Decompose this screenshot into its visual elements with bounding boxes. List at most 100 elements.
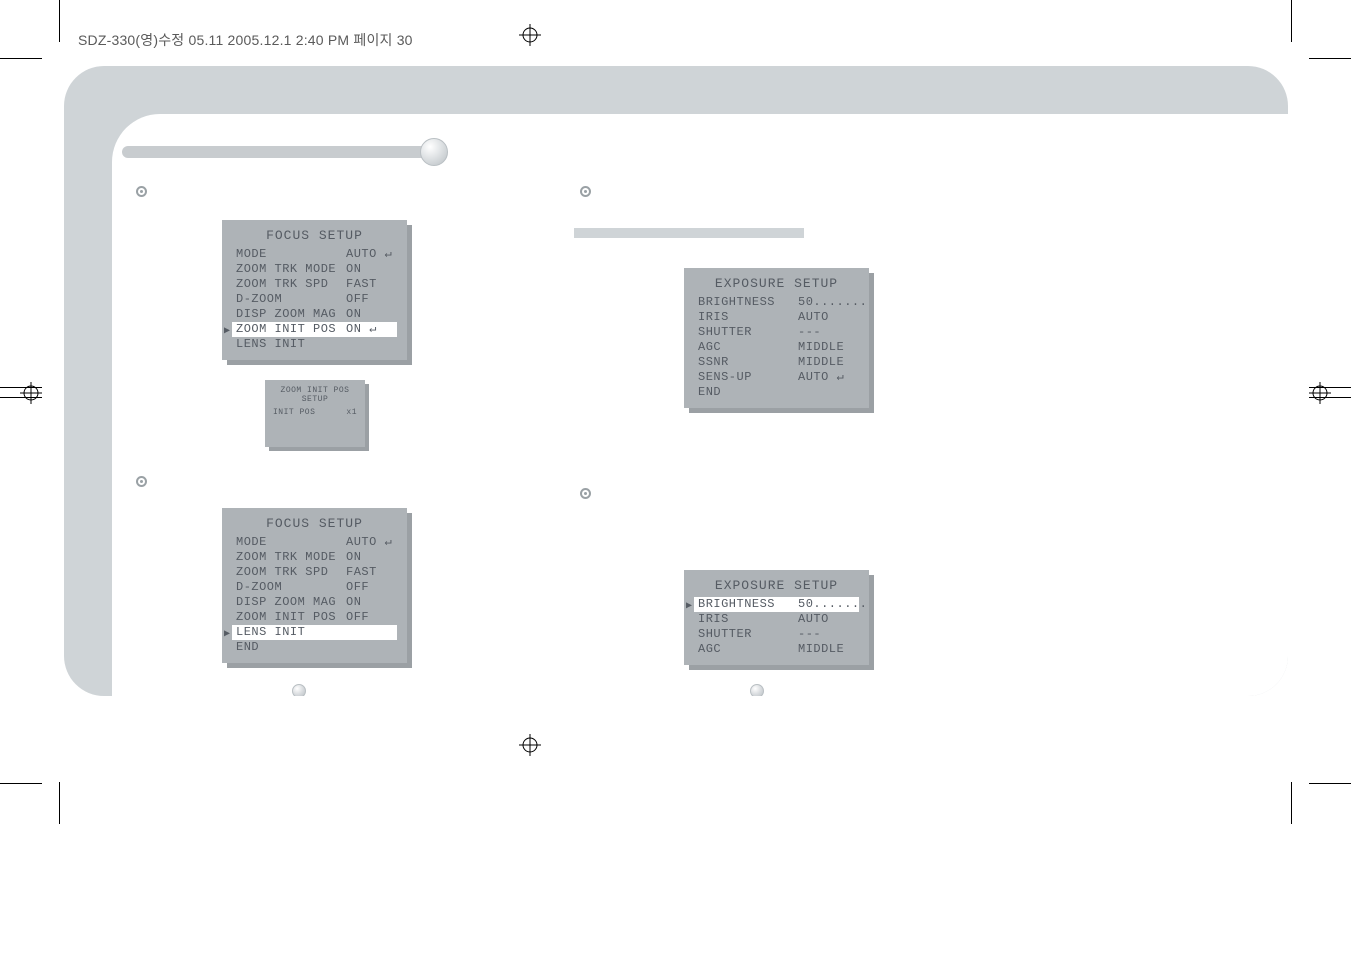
caret-right-icon: ▶ (224, 627, 231, 642)
osd-row[interactable]: MODEAUTO ↵ (232, 535, 397, 550)
panel-title: ZOOM INIT POS SETUP (273, 386, 357, 408)
osd-label: ZOOM INIT POS (236, 322, 346, 337)
osd-row[interactable]: LENS INIT (232, 337, 397, 352)
osd-label: DISP ZOOM MAG (236, 595, 346, 610)
panel-title: EXPOSURE SETUP (694, 576, 859, 597)
osd-row[interactable]: BRIGHTNESS50....... (694, 295, 859, 310)
osd-row[interactable]: DISP ZOOM MAGON (232, 307, 397, 322)
crop-mark (1309, 58, 1351, 59)
exposure-setup-panel-1: EXPOSURE SETUP BRIGHTNESS50.......IRISAU… (684, 268, 869, 408)
osd-row[interactable]: ▶LENS INIT (232, 625, 397, 640)
osd-label: LENS INIT (236, 625, 346, 640)
osd-label: DISP ZOOM MAG (236, 307, 346, 322)
osd-row[interactable]: END (232, 640, 397, 655)
osd-value: MIDDLE (798, 340, 855, 355)
osd-label: END (698, 385, 798, 400)
osd-row[interactable]: ZOOM TRK SPDFAST (232, 277, 397, 292)
osd-value: OFF (346, 610, 393, 625)
registration-mark-icon (20, 382, 42, 404)
osd-row[interactable]: IRISAUTO (694, 310, 859, 325)
crop-mark (0, 783, 42, 784)
osd-row[interactable]: MODEAUTO ↵ (232, 247, 397, 262)
osd-value: AUTO (798, 612, 855, 627)
osd-row[interactable]: DISP ZOOM MAGON (232, 595, 397, 610)
osd-value: 50....... (798, 597, 867, 612)
osd-row[interactable]: ZOOM TRK MODEON (232, 550, 397, 565)
osd-value: AUTO ↵ (346, 535, 393, 550)
osd-value: ON (346, 595, 393, 610)
osd-row: INIT POS x1 (273, 408, 357, 417)
osd-label: SHUTTER (698, 627, 798, 642)
osd-label: ZOOM INIT POS (236, 610, 346, 625)
osd-row[interactable]: ▶BRIGHTNESS50....... (694, 597, 859, 612)
osd-row[interactable]: AGCMIDDLE (694, 340, 859, 355)
osd-label: D-ZOOM (236, 580, 346, 595)
osd-label: IRIS (698, 310, 798, 325)
document-frame: FOCUS SETUP MODEAUTO ↵ZOOM TRK MODEONZOO… (64, 66, 1288, 696)
osd-value: MIDDLE (798, 355, 855, 370)
osd-value: OFF (346, 292, 393, 307)
osd-value (346, 640, 393, 655)
focus-setup-panel-2: FOCUS SETUP MODEAUTO ↵ZOOM TRK MODEONZOO… (222, 508, 407, 663)
osd-row[interactable]: SHUTTER--- (694, 325, 859, 340)
osd-value: MIDDLE (798, 642, 855, 657)
crop-mark (59, 782, 60, 824)
bullet-icon (136, 476, 147, 487)
slider-track (122, 146, 444, 158)
osd-row[interactable]: ZOOM INIT POSOFF (232, 610, 397, 625)
crop-mark (1309, 783, 1351, 784)
panel-title: FOCUS SETUP (232, 514, 397, 535)
osd-row[interactable]: ▶ZOOM INIT POSON ↵ (232, 322, 397, 337)
osd-row[interactable]: SHUTTER--- (694, 627, 859, 642)
osd-row[interactable]: D-ZOOMOFF (232, 292, 397, 307)
osd-value: AUTO ↵ (346, 247, 393, 262)
osd-row[interactable]: ZOOM TRK SPDFAST (232, 565, 397, 580)
bullet-icon (136, 186, 147, 197)
document-inner: FOCUS SETUP MODEAUTO ↵ZOOM TRK MODEONZOO… (112, 114, 1288, 696)
slider-knob (420, 138, 448, 166)
caret-right-icon: ▶ (224, 324, 231, 339)
osd-value: 50....... (798, 295, 867, 310)
osd-row[interactable]: SENS-UPAUTO ↵ (694, 370, 859, 385)
osd-row[interactable]: IRISAUTO (694, 612, 859, 627)
osd-row[interactable]: AGCMIDDLE (694, 642, 859, 657)
osd-label: AGC (698, 340, 798, 355)
page-dot-icon (750, 684, 764, 696)
osd-value: x1 (333, 408, 357, 417)
crop-mark (59, 0, 60, 42)
osd-label: BRIGHTNESS (698, 295, 798, 310)
osd-value (346, 337, 393, 352)
osd-label: SHUTTER (698, 325, 798, 340)
osd-value (798, 385, 855, 400)
osd-label: ZOOM TRK SPD (236, 277, 346, 292)
crop-mark (1291, 0, 1292, 42)
page-dot-icon (292, 684, 306, 696)
osd-label: SENS-UP (698, 370, 798, 385)
osd-label: SSNR (698, 355, 798, 370)
print-header: SDZ-330(영)수정 05.11 2005.12.1 2:40 PM 페이지… (78, 30, 413, 50)
osd-value: OFF (346, 580, 393, 595)
osd-row[interactable]: D-ZOOMOFF (232, 580, 397, 595)
osd-label: ZOOM TRK SPD (236, 565, 346, 580)
osd-label: ZOOM TRK MODE (236, 262, 346, 277)
zoom-init-pos-subpanel: ZOOM INIT POS SETUP INIT POS x1 (265, 380, 365, 447)
bullet-icon (580, 186, 591, 197)
osd-value: --- (798, 627, 855, 642)
crop-mark (1291, 782, 1292, 824)
osd-row[interactable]: SSNRMIDDLE (694, 355, 859, 370)
osd-label: BRIGHTNESS (698, 597, 798, 612)
osd-value: FAST (346, 565, 393, 580)
bullet-icon (580, 488, 591, 499)
registration-mark-icon (1309, 382, 1331, 404)
osd-value: AUTO (798, 310, 855, 325)
osd-value: AUTO ↵ (798, 370, 855, 385)
osd-label: MODE (236, 535, 346, 550)
osd-value: FAST (346, 277, 393, 292)
osd-row[interactable]: END (694, 385, 859, 400)
panel-title: FOCUS SETUP (232, 226, 397, 247)
osd-row[interactable]: ZOOM TRK MODEON (232, 262, 397, 277)
registration-mark-icon (519, 24, 541, 46)
osd-label: LENS INIT (236, 337, 346, 352)
osd-label: AGC (698, 642, 798, 657)
section-underline (574, 228, 804, 238)
